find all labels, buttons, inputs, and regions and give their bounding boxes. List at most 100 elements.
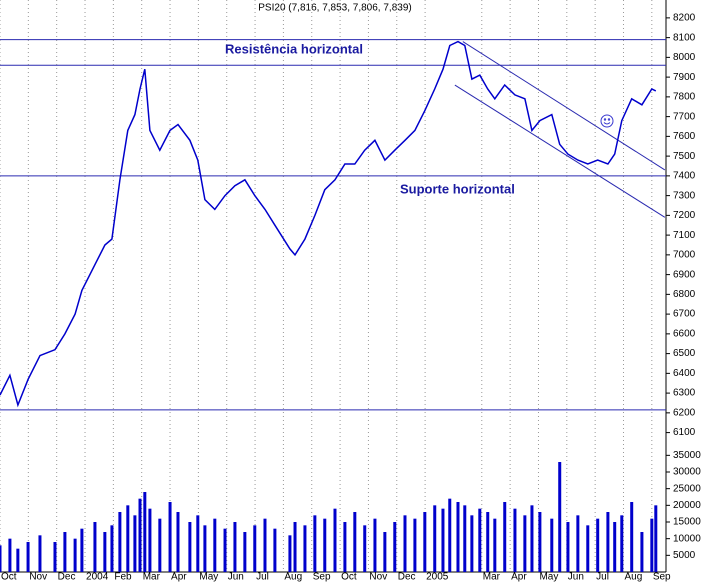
volume-bar: [478, 508, 482, 572]
volume-bar: [550, 518, 554, 572]
x-tick-label: Mar: [483, 572, 501, 582]
y-tick-label: 5000: [673, 550, 696, 561]
volume-bar: [176, 512, 180, 572]
volume-bar: [448, 498, 452, 572]
x-tick-label: Aug: [284, 572, 302, 582]
x-tick-label: Jun: [568, 572, 584, 582]
x-tick-label: Dec: [58, 572, 76, 582]
y-tick-label: 7800: [673, 92, 696, 103]
volume-bar: [196, 515, 200, 572]
volume-bar: [53, 542, 57, 572]
y-tick-label: 7500: [673, 151, 696, 162]
price-line: [0, 40, 657, 408]
volume-bar: [8, 538, 12, 572]
y-tick-label: 30000: [673, 467, 701, 478]
x-tick-label: Apr: [511, 572, 527, 582]
x-tick-label: Feb: [114, 572, 132, 582]
volume-bar: [606, 512, 610, 572]
volume-bar: [243, 532, 247, 572]
volume-bar: [288, 535, 292, 572]
x-tick-label: May: [539, 572, 558, 582]
volume-bar: [441, 508, 445, 572]
volume-bar: [63, 532, 67, 572]
volume-bar: [513, 508, 517, 572]
volume-bar: [126, 505, 130, 572]
y-tick-label: 7400: [673, 171, 696, 182]
annotation: Suporte horizontal: [400, 181, 515, 196]
x-tick-label: Aug: [624, 572, 642, 582]
x-tick-label: 2004: [86, 572, 109, 582]
volume-bar: [486, 512, 490, 572]
volume-bar: [403, 515, 407, 572]
x-tick-label: Jun: [228, 572, 244, 582]
volume-bar: [654, 505, 658, 572]
volume-bar: [303, 525, 307, 572]
volume-bar: [16, 548, 20, 572]
volume-bar: [118, 512, 122, 572]
volume-bar: [343, 522, 347, 572]
y-tick-label: 8000: [673, 52, 696, 63]
volume-bar: [493, 518, 497, 572]
y-tick-label: 7000: [673, 250, 696, 261]
x-tick-label: Nov: [29, 572, 47, 582]
volume-bar: [133, 515, 137, 572]
volume-bar: [576, 515, 580, 572]
volume-bar: [503, 502, 507, 572]
y-tick-label: 7600: [673, 131, 696, 142]
x-tick-label: 2005: [426, 572, 449, 582]
y-tick-label: 35000: [673, 450, 701, 461]
volume-bar: [253, 525, 257, 572]
y-tick-label: 7300: [673, 190, 696, 201]
volume-bar: [80, 528, 84, 572]
volume-bar: [393, 522, 397, 572]
volume-bar: [630, 502, 634, 572]
volume-bar: [363, 525, 367, 572]
chart-title: PSI20 (7,816, 7,853, 7,806, 7,839): [258, 3, 411, 14]
volume-bar: [650, 518, 654, 572]
volume-bar: [423, 512, 427, 572]
x-tick-label: Jul: [596, 572, 609, 582]
x-tick-label: Oct: [1, 572, 17, 582]
volume-bar: [620, 515, 624, 572]
y-tick-label: 15000: [673, 517, 701, 528]
volume-bar: [0, 545, 2, 572]
y-tick-label: 7900: [673, 72, 696, 83]
volume-bar: [158, 518, 162, 572]
volume-bar: [433, 505, 437, 572]
volume-bar: [566, 522, 570, 572]
y-tick-label: 6200: [673, 407, 696, 418]
y-tick-label: 25000: [673, 483, 701, 494]
y-tick-label: 6600: [673, 328, 696, 339]
y-tick-label: 10000: [673, 533, 701, 544]
volume-bar: [373, 518, 377, 572]
volume-bar: [143, 492, 147, 572]
volume-bar: [26, 542, 30, 572]
volume-bar: [523, 515, 527, 572]
volume-bar: [640, 532, 644, 572]
volume-bar: [273, 528, 277, 572]
volume-bar: [313, 515, 317, 572]
volume-bar: [558, 462, 562, 572]
volume-bar: [103, 532, 107, 572]
y-tick-label: 6400: [673, 368, 696, 379]
x-tick-label: Apr: [171, 572, 187, 582]
volume-bar: [613, 522, 617, 572]
volume-bar: [596, 518, 600, 572]
x-tick-label: May: [199, 572, 218, 582]
y-tick-label: 8200: [673, 13, 696, 24]
volume-bar: [383, 532, 387, 572]
volume-bar: [263, 518, 267, 572]
volume-bar: [456, 502, 460, 572]
volume-bar: [538, 512, 542, 572]
x-tick-label: Dec: [398, 572, 416, 582]
volume-bar: [530, 505, 534, 572]
annotation: Resistência horizontal: [225, 41, 363, 56]
y-tick-label: 7100: [673, 230, 696, 241]
volume-bar: [323, 518, 327, 572]
volume-bar: [213, 518, 217, 572]
x-tick-label: Sep: [653, 572, 671, 582]
y-tick-label: 6700: [673, 309, 696, 320]
volume-bar: [38, 535, 42, 572]
